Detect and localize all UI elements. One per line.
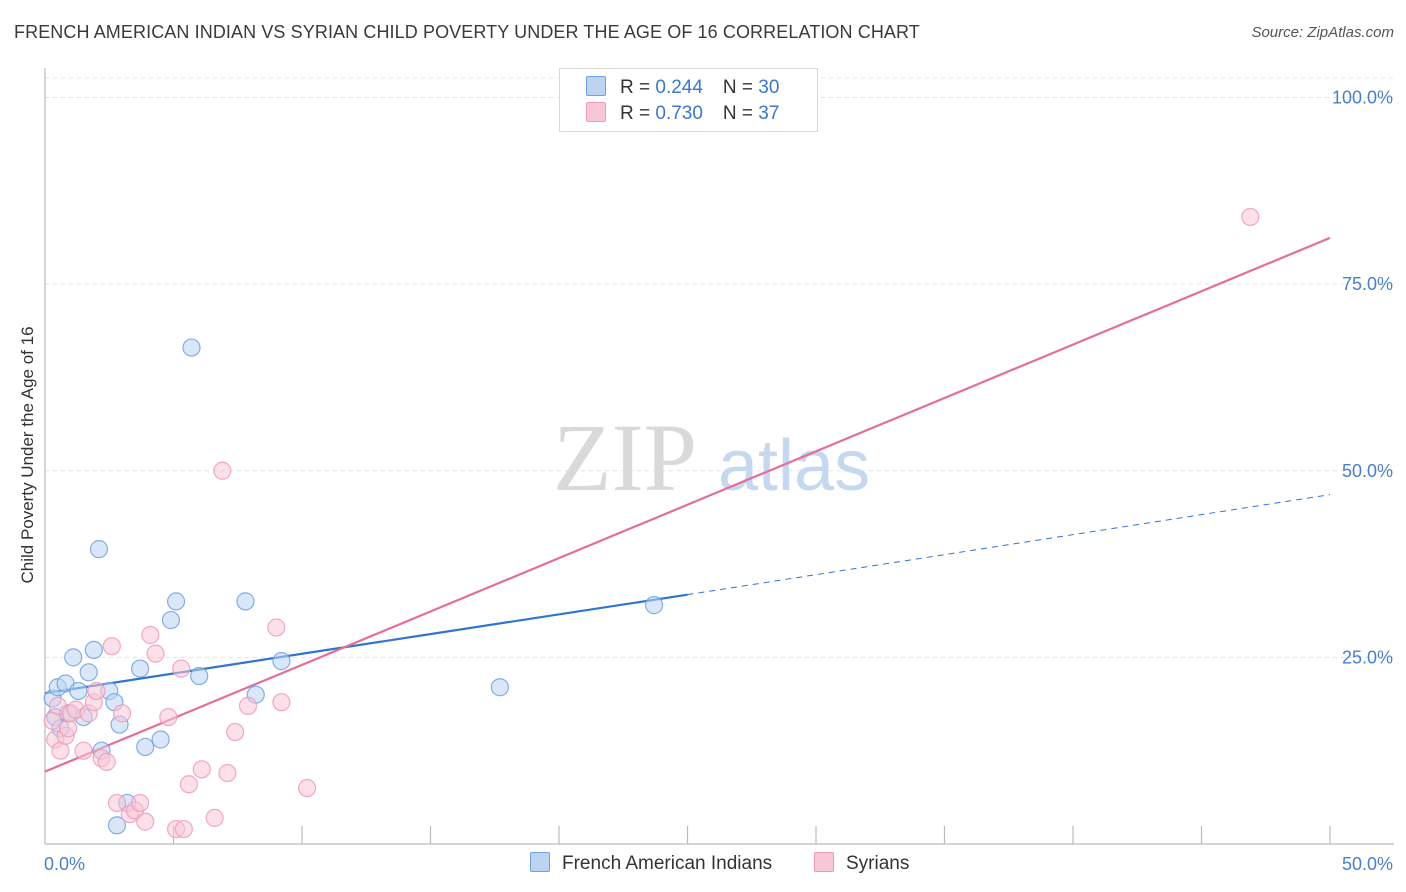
data-point	[97, 752, 116, 771]
data-point	[174, 819, 193, 839]
data-point	[107, 816, 127, 835]
legend-r-value: 0.244	[655, 77, 703, 98]
data-point	[64, 648, 83, 667]
data-point	[130, 793, 150, 813]
legend-r-label: R =	[620, 103, 656, 124]
data-point	[218, 763, 237, 783]
legend-swatch-blue	[586, 76, 606, 96]
data-point	[298, 778, 317, 798]
legend-n-label: N =	[722, 103, 759, 124]
data-point	[59, 719, 78, 738]
data-point	[130, 659, 150, 678]
data-point	[272, 693, 291, 712]
legend-row-french-american-indians: R = 0.244 N = 30	[586, 76, 779, 100]
data-point	[190, 666, 209, 686]
correlation-legend: R = 0.244 N = 30 R = 0.730 N = 37	[559, 68, 818, 132]
series-legend-syrians: Syrians	[814, 852, 909, 875]
series-points-syrians	[43, 207, 1260, 839]
trend-line-syrians	[44, 236, 1331, 773]
data-point	[146, 644, 165, 663]
data-point	[112, 704, 132, 723]
watermark-zip: ZIP	[553, 404, 697, 511]
data-point	[151, 730, 170, 749]
data-point	[182, 338, 201, 357]
data-point	[1241, 207, 1260, 227]
tick-labels: 25.0% 50.0% 75.0% 100.0% 0.0% 50.0%	[44, 88, 1393, 875]
axes	[44, 68, 1394, 845]
series-swatch-pink	[814, 852, 834, 872]
legend-swatch-pink	[586, 102, 606, 122]
legend-n-label: N =	[722, 77, 759, 98]
x-tick-label: 0.0%	[44, 854, 85, 874]
data-point	[172, 659, 191, 678]
data-point	[236, 592, 255, 611]
legend-n-value: 37	[758, 103, 780, 124]
y-tick-label: 75.0%	[1342, 274, 1393, 294]
data-point	[226, 722, 245, 742]
data-point	[644, 596, 664, 615]
data-point	[107, 793, 127, 813]
series-swatch-blue	[530, 852, 550, 872]
data-point	[69, 681, 88, 701]
series-legend-french-american-indians: French American Indians	[530, 852, 772, 875]
data-points	[43, 207, 1260, 839]
legend-n-value: 30	[758, 77, 780, 98]
data-point	[89, 540, 109, 559]
data-point	[272, 652, 291, 671]
data-point	[74, 741, 93, 760]
data-point	[87, 681, 106, 701]
data-point	[179, 775, 199, 794]
y-tick-label: 25.0%	[1342, 647, 1393, 667]
data-point	[490, 678, 509, 697]
data-point	[136, 737, 155, 757]
data-point	[136, 812, 155, 831]
y-tick-label: 100.0%	[1332, 88, 1393, 108]
data-point	[267, 618, 286, 637]
y-tick-label: 50.0%	[1342, 461, 1393, 481]
trend-line-french-american-indians	[44, 593, 688, 695]
data-point	[102, 637, 121, 656]
legend-r-label: R =	[620, 77, 656, 98]
data-point	[238, 696, 258, 715]
chart-title: FRENCH AMERICAN INDIAN VS SYRIAN CHILD P…	[14, 22, 920, 42]
x-tick-label: 50.0%	[1342, 854, 1393, 874]
data-point	[84, 640, 103, 660]
data-point	[192, 760, 211, 779]
data-point	[79, 663, 98, 682]
data-point	[141, 625, 160, 645]
data-point	[159, 707, 178, 727]
data-point	[205, 808, 224, 827]
trend-lines	[44, 236, 1331, 773]
grid-lines	[45, 77, 1394, 658]
data-point	[166, 592, 186, 611]
source-label: Source: ZipAtlas.com	[1251, 24, 1394, 41]
legend-row-syrians: R = 0.730 N = 37	[586, 102, 779, 126]
series-name: Syrians	[846, 853, 910, 874]
data-point	[161, 610, 181, 630]
data-point	[213, 461, 232, 480]
series-name: French American Indians	[562, 853, 773, 874]
legend-r-value: 0.730	[655, 103, 703, 124]
trend-extension-french-american-indians	[687, 494, 1331, 596]
